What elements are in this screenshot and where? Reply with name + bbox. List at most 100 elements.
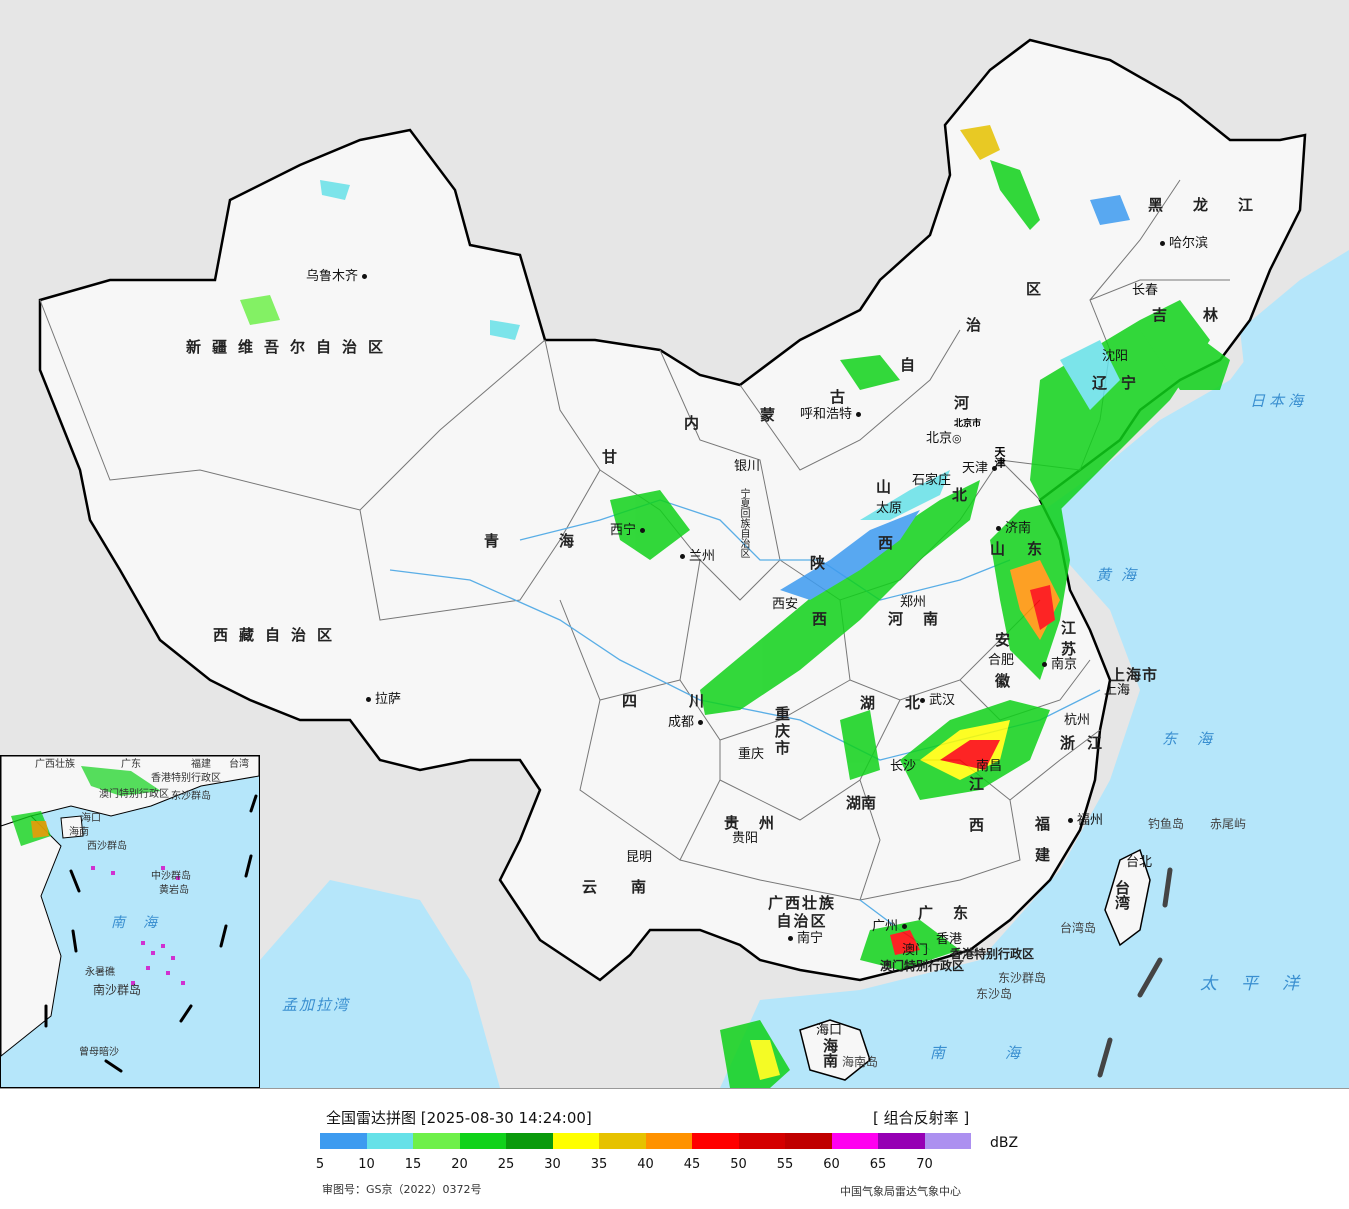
color-scale-ticks: 5 10 15 20 25 30 35 40 45 50 55 60 65 70 xyxy=(316,1157,940,1173)
inset-guangdong: 广东 xyxy=(121,759,141,770)
province-xinjiang: 新疆维吾尔自治区 xyxy=(186,338,395,356)
city-nanning: 南宁 xyxy=(784,932,823,945)
color-swatch xyxy=(366,1133,413,1149)
south-china-sea-inset: 广西壮族 广东 福建 台湾 香港特别行政区 澳门特别行政区 东沙群岛 海口 海南… xyxy=(0,755,260,1088)
scale-tick-label: 35 xyxy=(590,1157,608,1172)
island-hainan: 海南岛 xyxy=(842,1055,879,1069)
color-swatch xyxy=(599,1133,646,1149)
inset-taiwan: 台湾 xyxy=(229,759,249,770)
color-scale xyxy=(320,1133,971,1149)
province-hebei: 河 xyxy=(954,394,970,412)
island-dongsha: 东沙岛 xyxy=(976,987,1013,1001)
scale-tick-label: 30 xyxy=(544,1157,561,1172)
province-neimenggu-2: 蒙 xyxy=(760,406,776,424)
color-swatch xyxy=(506,1133,553,1149)
province-ningxia: 宁夏回族自治区 xyxy=(738,488,749,558)
province-beijing: 北京市 xyxy=(954,419,982,429)
scale-tick-label: 70 xyxy=(916,1157,933,1172)
map-approval-number: 审图号：GS京（2022）0372号 xyxy=(322,1183,482,1196)
city-guiyang: 贵阳 xyxy=(732,831,759,846)
city-shijiazhuang: 石家庄 xyxy=(912,473,952,488)
legend-panel: 全国雷达拼图 [2025-08-30 14:24:00] [ 组合反射率 ] d… xyxy=(0,1088,1349,1209)
inset-nanhai-label: 南海 xyxy=(111,915,175,931)
inset-nansha: 南沙群岛 xyxy=(93,983,142,997)
color-swatch xyxy=(785,1133,832,1149)
data-source: 中国气象局雷达气象中心 xyxy=(840,1185,961,1198)
province-neimenggu-3: 古 xyxy=(830,388,846,406)
province-jiangxi: 江西 xyxy=(967,776,985,858)
sea-nanhai: 南海 xyxy=(930,1044,1081,1062)
legend-unit: dBZ xyxy=(990,1135,1019,1151)
city-hohhot: 呼和浩特 xyxy=(800,408,865,421)
province-neimenggu-1: 内 xyxy=(684,414,700,432)
color-swatch xyxy=(320,1133,367,1149)
inset-huangyan: 黄岩岛 xyxy=(159,885,189,896)
province-neimenggu-4: 自 xyxy=(900,356,916,374)
province-neimenggu-6: 区 xyxy=(1026,280,1042,298)
city-xian: 西安 xyxy=(772,597,799,612)
city-urumqi: 乌鲁木齐 xyxy=(306,270,371,283)
city-changchun: 长春 xyxy=(1132,283,1159,298)
color-swatch xyxy=(878,1133,925,1149)
city-nanjing: 南京 xyxy=(1038,658,1077,671)
scale-tick-label: 5 xyxy=(315,1157,325,1172)
city-jinan: 济南 xyxy=(992,522,1031,535)
city-chengdu: 成都 xyxy=(668,716,707,729)
province-macau: 澳门特别行政区 xyxy=(880,959,965,973)
inset-dongsha: 东沙群岛 xyxy=(171,791,211,802)
province-henan: 河南 xyxy=(888,610,959,628)
province-gansu: 甘 xyxy=(602,448,618,466)
province-jilin: 吉林 xyxy=(1152,306,1255,324)
japan-sea xyxy=(1240,250,1349,520)
sea-huanghai: 黄海 xyxy=(1096,566,1147,584)
scale-tick-label: 40 xyxy=(637,1157,654,1172)
island-taiwan: 台湾岛 xyxy=(1060,921,1097,935)
scale-tick-label: 50 xyxy=(730,1157,747,1172)
color-swatch xyxy=(413,1133,460,1149)
sea-ribenhai: 日本海 xyxy=(1250,392,1308,410)
city-tianjin: 天津 xyxy=(962,462,1001,475)
city-chongqing: 重庆 xyxy=(738,747,765,762)
province-hubei: 湖北 xyxy=(860,694,951,712)
inset-zengmu: 曾母暗沙 xyxy=(79,1047,119,1058)
city-lhasa: 拉萨 xyxy=(362,693,401,706)
scale-tick-label: 55 xyxy=(776,1157,794,1172)
city-taiyuan: 太原 xyxy=(876,501,903,516)
taiwan-island xyxy=(1104,848,1151,947)
sea-taipingyang: 太平洋 xyxy=(1200,974,1323,994)
color-swatch xyxy=(459,1133,506,1149)
inset-xisha: 西沙群岛 xyxy=(87,841,127,852)
island-dongsha-qundao: 东沙群岛 xyxy=(998,971,1047,985)
sea-donghai: 东海 xyxy=(1162,730,1233,748)
radar-map: 广西壮族 广东 福建 台湾 香港特别行政区 澳门特别行政区 东沙群岛 海口 海南… xyxy=(0,0,1349,1088)
city-changsha: 长沙 xyxy=(890,759,917,774)
china-map-svg xyxy=(38,38,1349,1088)
province-shandong: 山东 xyxy=(990,540,1065,558)
city-hongkong: 香港 xyxy=(936,932,963,947)
color-swatch xyxy=(645,1133,692,1149)
island-diaoyu: 钓鱼岛 xyxy=(1148,817,1185,831)
city-nanchang: 南昌 xyxy=(976,759,1003,774)
color-swatch xyxy=(924,1133,971,1149)
city-taipei: 台北 xyxy=(1126,855,1153,870)
province-shanxi-2: 西 xyxy=(878,534,894,552)
color-swatch xyxy=(831,1133,878,1149)
province-hunan: 湖南 xyxy=(846,794,877,812)
province-guangxi: 广西壮族自治区 xyxy=(767,894,836,930)
province-shanghai: 上海市 xyxy=(1110,666,1159,684)
province-liaoning: 辽宁 xyxy=(1092,374,1151,392)
color-swatch xyxy=(738,1133,785,1149)
hainan-island xyxy=(799,1019,871,1081)
inset-haikou: 海口 xyxy=(81,813,101,824)
inset-svg xyxy=(1,756,259,1073)
inset-hongkong: 香港特别行政区 xyxy=(151,773,221,784)
color-swatch xyxy=(692,1133,739,1149)
inset-yongshu: 永暑礁 xyxy=(85,967,115,978)
legend-title: 全国雷达拼图 [2025-08-30 14:24:00] xyxy=(326,1109,592,1127)
city-shanghai: 上海 xyxy=(1104,683,1131,698)
inset-zhongsha: 中沙群岛 xyxy=(151,871,191,882)
legend-product: [ 组合反射率 ] xyxy=(873,1109,970,1127)
city-kunming: 昆明 xyxy=(626,850,653,865)
province-jiangsu: 江苏 xyxy=(1059,620,1077,662)
province-shaanxi-2: 西 xyxy=(812,610,828,628)
